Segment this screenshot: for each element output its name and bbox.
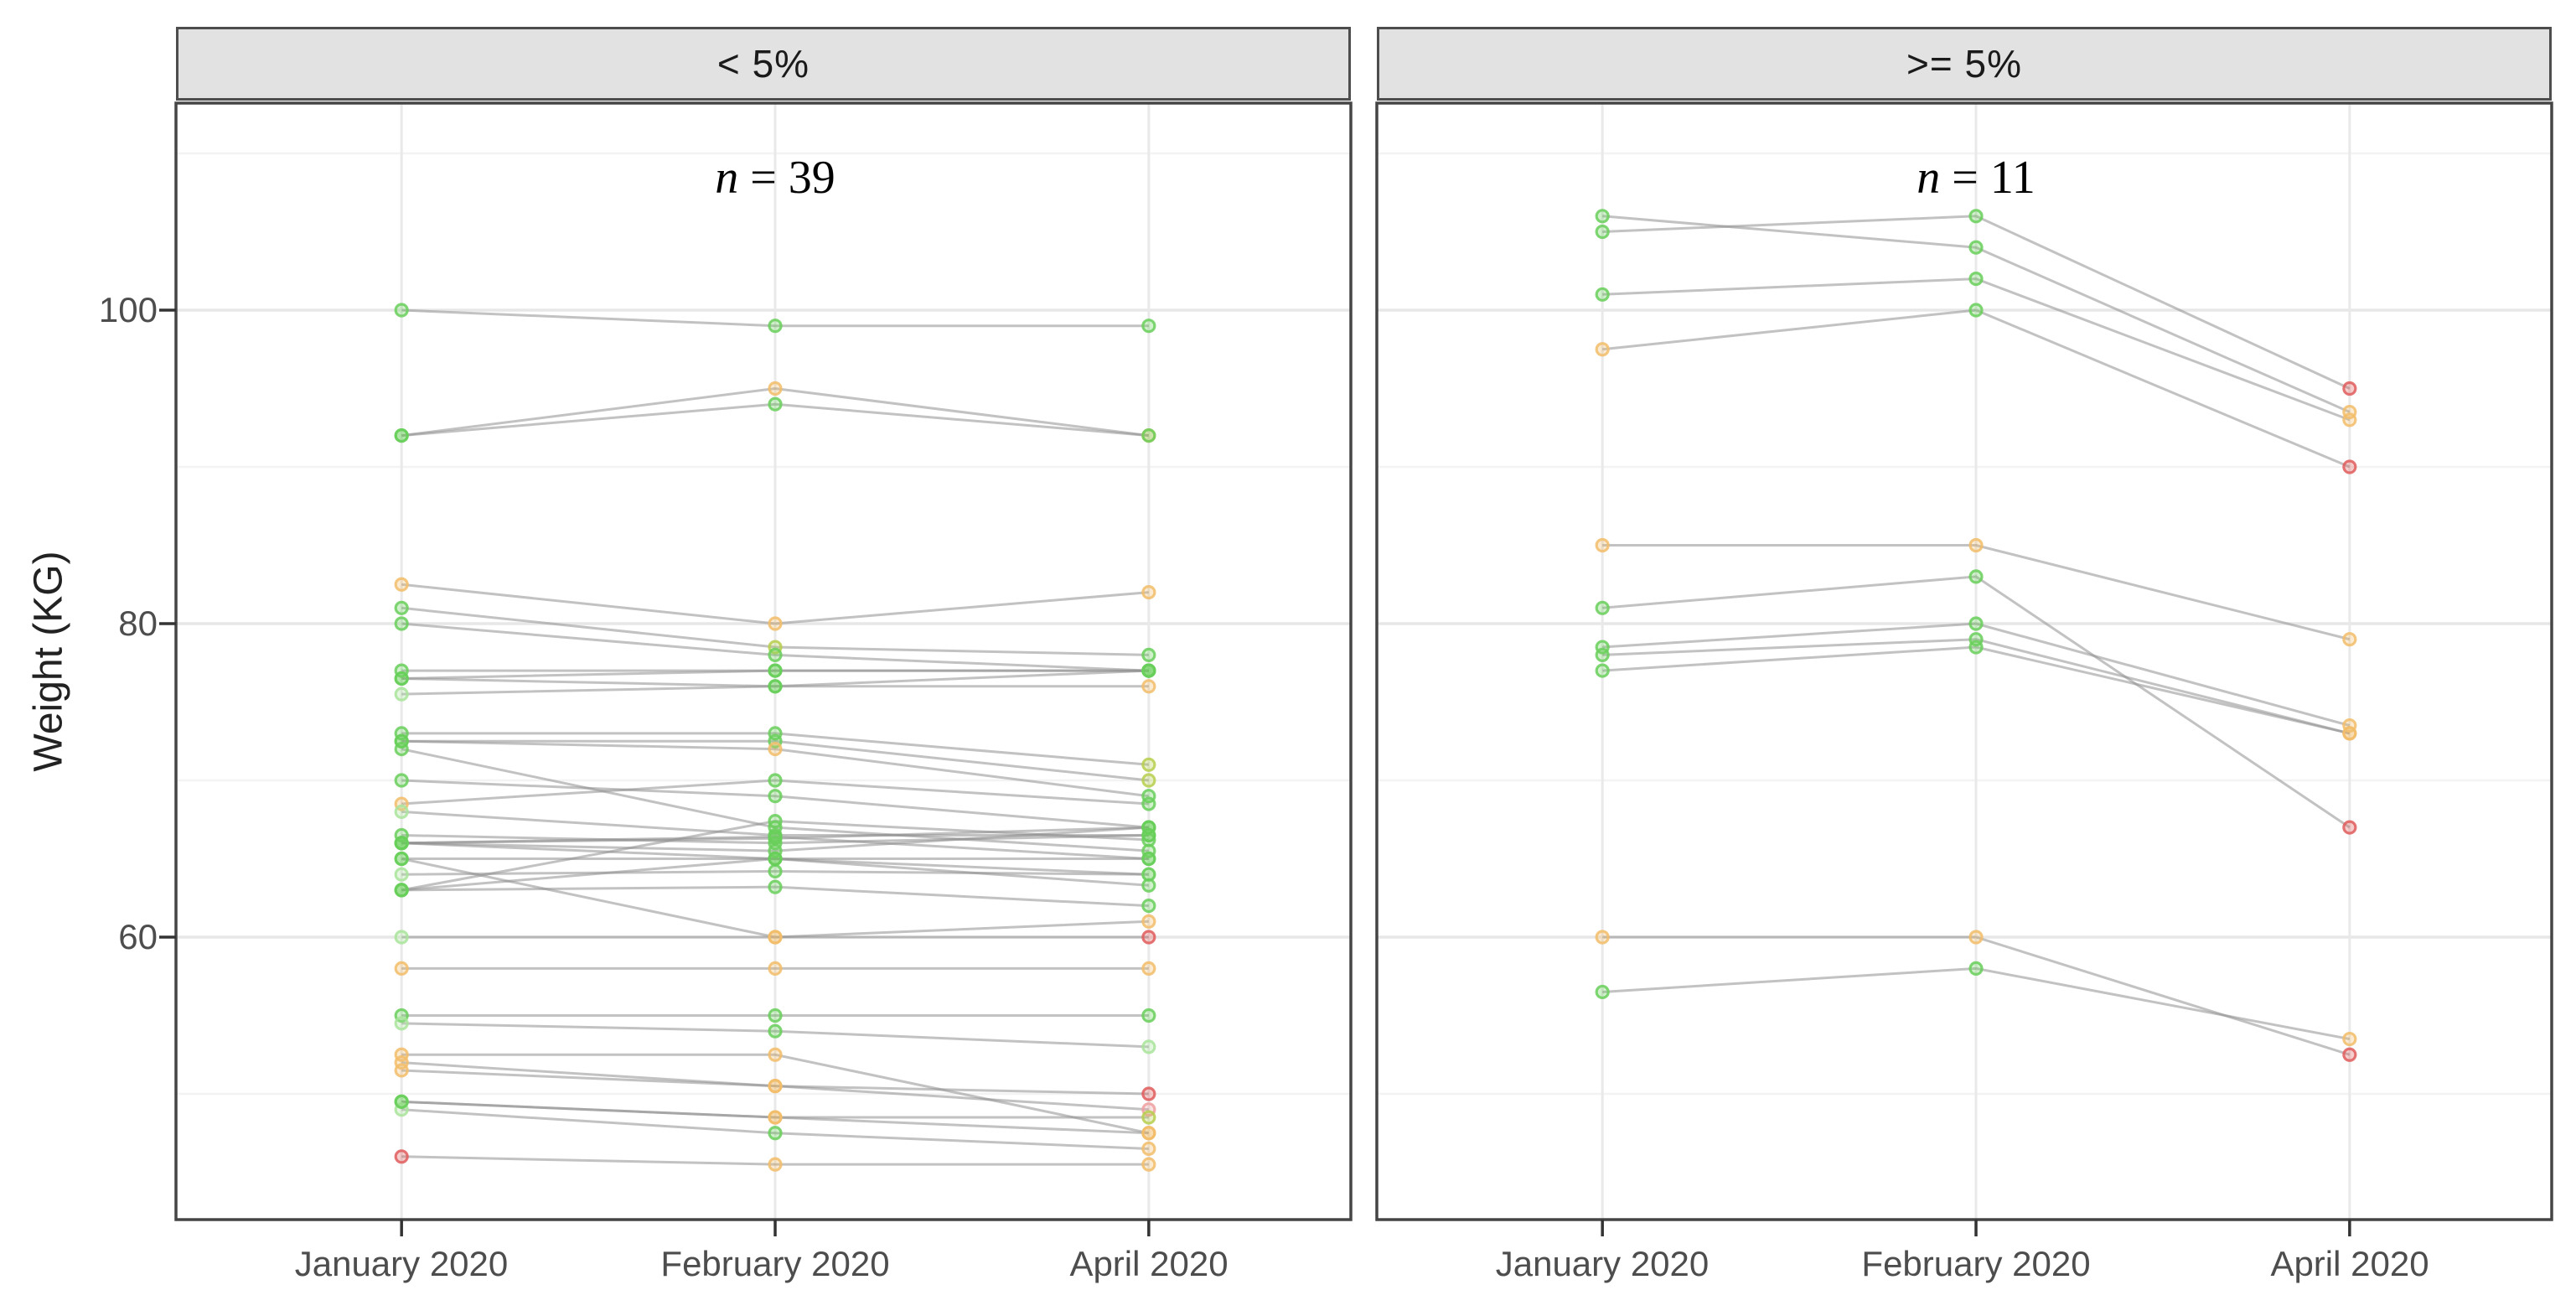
facet-strip-label: < 5%	[716, 42, 810, 85]
annotation-symbol: n	[715, 152, 739, 204]
x-tick-jan-right: January 2020	[1495, 1244, 1710, 1283]
annotation-value: = 39	[738, 152, 835, 204]
annotation-value: = 11	[1940, 152, 2035, 204]
y-tick-60: 60	[118, 917, 158, 956]
annotation-symbol: n	[1916, 152, 1941, 204]
x-tick-jan-left: January 2020	[294, 1244, 509, 1283]
facet-strip-label: >= 5%	[1906, 42, 2022, 85]
x-tick-apr-right: April 2020	[2270, 1244, 2429, 1283]
facet-strip-gte5: >= 5%	[1377, 27, 2552, 101]
annotation-n-left: n = 39	[715, 151, 835, 205]
y-tick-80: 80	[118, 604, 158, 643]
x-tick-apr-left: April 2020	[1069, 1244, 1229, 1283]
x-tick-feb-left: February 2020	[660, 1244, 890, 1283]
facet-strip-lt5: < 5%	[176, 27, 1351, 101]
annotation-n-right: n = 11	[1916, 151, 2035, 205]
x-tick-feb-right: February 2020	[1861, 1244, 2091, 1283]
y-axis-title: Weight (KG)	[26, 551, 71, 772]
y-tick-100: 100	[98, 290, 158, 329]
